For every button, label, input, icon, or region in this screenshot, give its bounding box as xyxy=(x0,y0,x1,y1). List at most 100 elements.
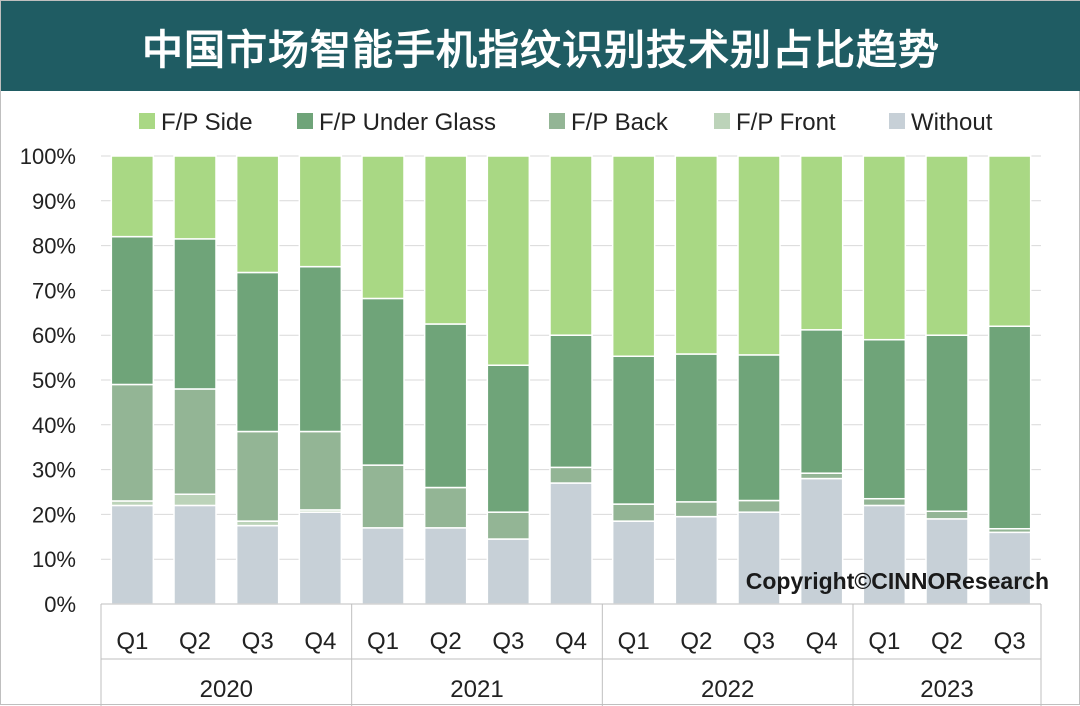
bar-segment xyxy=(549,482,593,605)
bar-segment xyxy=(799,472,844,480)
x-tick-label: Q3 xyxy=(743,628,775,655)
bar-segment xyxy=(235,271,280,433)
bar-segment xyxy=(674,515,719,605)
y-tick-label: 100% xyxy=(20,144,76,169)
legend-label: F/P Back xyxy=(571,109,669,136)
x-tick-label: Q3 xyxy=(492,628,524,655)
bar-segment xyxy=(423,155,468,325)
legend-swatch xyxy=(549,113,565,129)
bar-segment xyxy=(298,265,343,433)
legend-swatch xyxy=(714,113,730,129)
bar-segment xyxy=(737,155,781,356)
bar-segment xyxy=(173,155,217,240)
legend-swatch xyxy=(889,113,905,129)
bar-segment xyxy=(298,511,343,605)
bar-segment xyxy=(361,464,405,529)
bar-segment xyxy=(173,238,217,390)
bar-segment xyxy=(173,493,217,507)
chart-title: 中国市场智能手机指纹识别技术别占比趋势 xyxy=(142,26,940,74)
legend-label: Without xyxy=(911,109,993,136)
bar-segment xyxy=(611,503,656,522)
bar-segment xyxy=(862,497,907,507)
y-tick-label: 60% xyxy=(32,323,76,348)
bar-segment xyxy=(987,155,1032,327)
bar-segment xyxy=(486,364,531,513)
bar-segment xyxy=(486,155,531,366)
bar-segment xyxy=(173,388,217,495)
y-tick-label: 80% xyxy=(32,234,76,259)
legend-swatch xyxy=(139,113,155,129)
bar-segment xyxy=(423,527,468,605)
bar-segment xyxy=(423,486,468,529)
bar-segment xyxy=(674,155,719,355)
y-tick-label: 70% xyxy=(32,278,76,303)
x-tick-label: Q4 xyxy=(555,628,587,655)
bar-segment xyxy=(799,155,844,331)
y-tick-label: 10% xyxy=(32,547,76,572)
bar-segment xyxy=(235,155,280,274)
group-label: 2020 xyxy=(200,676,253,703)
bar-segment xyxy=(549,334,593,469)
legend-label: F/P Side xyxy=(161,109,253,136)
bar-segment xyxy=(737,499,781,513)
bar-segment xyxy=(549,466,593,484)
bar-segment xyxy=(110,155,155,238)
bar-segment xyxy=(235,524,280,605)
bar-segment xyxy=(235,430,280,522)
bar-segment xyxy=(674,501,719,518)
x-tick-label: Q2 xyxy=(179,628,211,655)
legend-label: F/P Front xyxy=(736,109,836,136)
bar-segment xyxy=(361,297,405,466)
bar-segment xyxy=(549,155,593,336)
bar-segment xyxy=(987,325,1032,530)
bar-segment xyxy=(862,338,907,500)
x-tick-label: Q1 xyxy=(868,628,900,655)
bar-segment xyxy=(423,323,468,489)
bar-segment xyxy=(110,504,155,605)
bar-segment xyxy=(925,155,969,336)
bar-segment xyxy=(987,531,1032,605)
bar-segment xyxy=(110,383,155,502)
bar-segment xyxy=(298,155,343,268)
bar-segment xyxy=(173,504,217,605)
title-bar: 中国市场智能手机指纹识别技术别占比趋势 xyxy=(1,1,1080,91)
group-label: 2021 xyxy=(450,676,503,703)
y-tick-label: 40% xyxy=(32,413,76,438)
x-tick-label: Q2 xyxy=(430,628,462,655)
x-tick-label: Q1 xyxy=(367,628,399,655)
x-tick-label: Q3 xyxy=(242,628,274,655)
x-tick-label: Q2 xyxy=(931,628,963,655)
bar-segment xyxy=(862,155,907,341)
bar-segment xyxy=(361,155,405,300)
x-tick-label: Q4 xyxy=(806,628,838,655)
bar-segment xyxy=(110,235,155,386)
bar-segment xyxy=(298,430,343,511)
group-label: 2022 xyxy=(701,676,754,703)
bar-segment xyxy=(799,329,844,474)
y-tick-label: 50% xyxy=(32,368,76,393)
bar-segment xyxy=(737,354,781,502)
legend-swatch xyxy=(297,113,313,129)
bar-segment xyxy=(925,334,969,513)
bar-segment xyxy=(674,353,719,503)
bar-segment xyxy=(611,155,656,358)
y-tick-label: 30% xyxy=(32,458,76,483)
y-tick-label: 0% xyxy=(44,592,76,617)
bar-segment xyxy=(925,510,969,520)
bar-segment xyxy=(611,355,656,505)
y-tick-label: 90% xyxy=(32,189,76,214)
bar-segment xyxy=(486,511,531,540)
x-tick-label: Q3 xyxy=(994,628,1026,655)
bar-segment xyxy=(361,527,405,605)
x-tick-label: Q1 xyxy=(618,628,650,655)
bar-segment xyxy=(611,520,656,605)
x-tick-label: Q1 xyxy=(116,628,148,655)
copyright-text: Copyright©CINNOResearch xyxy=(746,568,1049,594)
x-tick-label: Q4 xyxy=(304,628,336,655)
y-tick-label: 20% xyxy=(32,502,76,527)
legend-label: F/P Under Glass xyxy=(319,109,496,136)
x-tick-label: Q2 xyxy=(680,628,712,655)
bar-segment xyxy=(486,538,531,605)
